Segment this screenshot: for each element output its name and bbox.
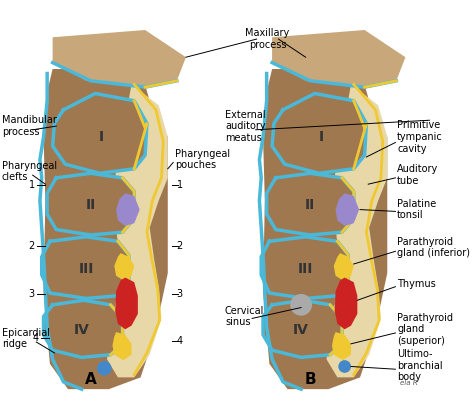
Circle shape — [290, 294, 312, 316]
Polygon shape — [335, 277, 357, 329]
Polygon shape — [112, 332, 131, 360]
Text: Cervical
sinus: Cervical sinus — [225, 306, 264, 328]
Polygon shape — [332, 332, 351, 360]
Polygon shape — [115, 277, 138, 329]
Text: Ultimo-
branchial
body: Ultimo- branchial body — [397, 349, 443, 382]
Text: I: I — [99, 130, 104, 144]
Text: Parathyroid
gland (inferior): Parathyroid gland (inferior) — [397, 237, 470, 259]
Text: Auditory
tube: Auditory tube — [397, 164, 438, 186]
Polygon shape — [44, 69, 168, 389]
Polygon shape — [44, 300, 122, 358]
Text: Primitive
tympanic
cavity: Primitive tympanic cavity — [397, 120, 443, 154]
Polygon shape — [114, 253, 134, 280]
Polygon shape — [53, 30, 186, 87]
Polygon shape — [272, 30, 405, 87]
Text: External
auditory
meatus: External auditory meatus — [225, 110, 265, 143]
Text: 3: 3 — [176, 289, 182, 299]
Text: Pharyngeal
pouches: Pharyngeal pouches — [175, 149, 230, 171]
Text: 3: 3 — [29, 289, 35, 299]
Text: 4: 4 — [176, 336, 182, 346]
Text: 2: 2 — [28, 241, 35, 251]
Polygon shape — [267, 173, 354, 235]
Polygon shape — [42, 237, 129, 298]
Text: Palatine
tonsil: Palatine tonsil — [397, 199, 437, 220]
Text: Epicardial
ridge: Epicardial ridge — [2, 328, 50, 349]
Polygon shape — [116, 193, 140, 226]
Text: III: III — [298, 261, 313, 275]
Text: Maxillary
process: Maxillary process — [246, 28, 290, 50]
Text: IV: IV — [293, 323, 309, 337]
Text: II: II — [86, 198, 96, 212]
Polygon shape — [327, 84, 387, 377]
Text: Thymus: Thymus — [397, 279, 436, 289]
Polygon shape — [107, 84, 168, 377]
Text: B: B — [304, 372, 316, 387]
Text: A: A — [85, 372, 97, 387]
Polygon shape — [336, 193, 359, 226]
Text: IV: IV — [73, 323, 90, 337]
Polygon shape — [334, 253, 354, 280]
Text: I: I — [319, 130, 324, 144]
Polygon shape — [47, 173, 134, 235]
Circle shape — [338, 360, 351, 373]
Polygon shape — [272, 93, 366, 173]
Text: 1: 1 — [176, 180, 182, 190]
Text: Parathyroid
gland
(superior): Parathyroid gland (superior) — [397, 313, 453, 346]
Text: 4: 4 — [32, 333, 38, 343]
Polygon shape — [261, 237, 348, 298]
Polygon shape — [53, 93, 147, 173]
Text: II: II — [305, 198, 315, 212]
Text: ela R: ela R — [400, 381, 417, 386]
Text: 1: 1 — [29, 180, 35, 190]
Circle shape — [97, 361, 111, 376]
Polygon shape — [263, 69, 387, 389]
Text: Pharyngeal
clefts: Pharyngeal clefts — [2, 161, 57, 182]
Text: III: III — [79, 261, 94, 275]
Polygon shape — [263, 300, 342, 358]
Text: 2: 2 — [176, 241, 182, 251]
Text: Mandibular
process: Mandibular process — [2, 115, 57, 137]
